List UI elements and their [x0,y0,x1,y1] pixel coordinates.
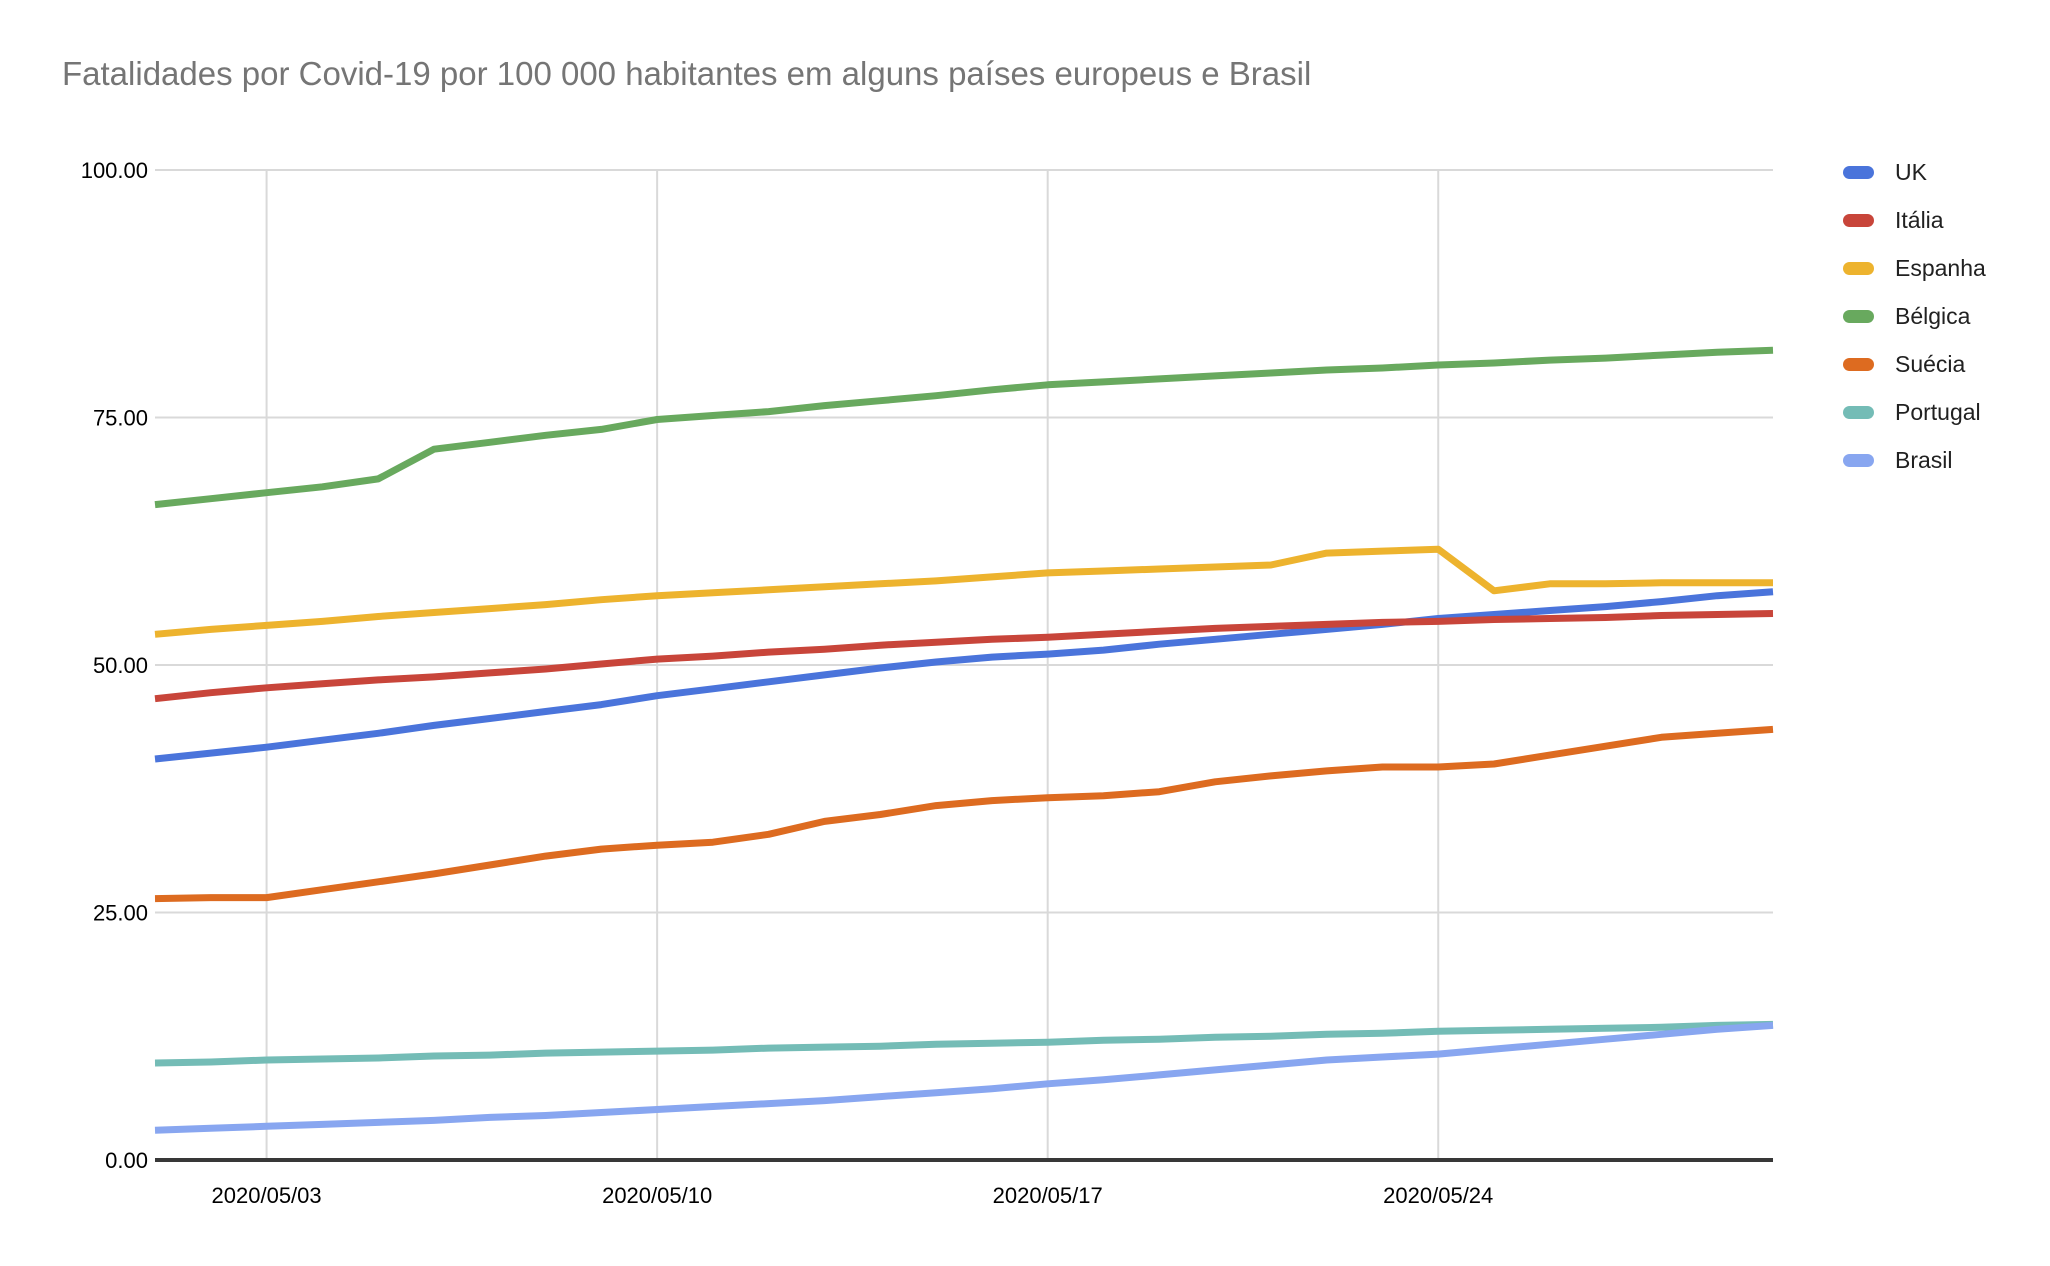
legend-label-italia: Itália [1895,206,1944,233]
legend-swatch-italia [1843,213,1874,227]
legend-item-suecia: Suécia [1843,350,1986,377]
legend-label-espanha: Espanha [1895,254,1986,281]
y-tick-label: 100.00 [81,158,148,183]
y-tick-label: 50.00 [93,653,148,678]
series-line-italia [154,610,1774,703]
y-tick-label: 75.00 [93,406,148,431]
legend-swatch-suecia [1843,357,1874,371]
series-line-portugal [154,1020,1774,1067]
legend-item-portugal: Portugal [1843,398,1986,425]
legend: UK Itália Espanha Bélgica Suécia Portuga… [1843,158,1986,473]
legend-label-belgica: Bélgica [1895,302,1971,329]
x-tick-label: 2020/05/10 [602,1183,712,1208]
legend-label-brasil: Brasil [1895,446,1953,473]
series-line-uk [154,588,1774,763]
chart-title: Fatalidades por Covid-19 por 100 000 hab… [62,55,1312,92]
x-tick-label: 2020/05/24 [1383,1183,1493,1208]
legend-item-belgica: Bélgica [1843,302,1986,329]
series-line-espanha [154,545,1773,638]
legend-label-suecia: Suécia [1895,350,1966,377]
x-tick-label: 2020/05/17 [993,1183,1103,1208]
legend-item-espanha: Espanha [1843,254,1986,281]
series-line-suecia [154,725,1774,903]
legend-item-brasil: Brasil [1843,446,1986,473]
legend-swatch-belgica [1843,309,1874,323]
series-line-belgica [154,346,1774,509]
y-tick-label: 25.00 [93,901,148,926]
legend-label-uk: UK [1895,158,1927,185]
legend-swatch-brasil [1843,453,1874,467]
legend-item-uk: UK [1843,158,1986,185]
x-tick-label: 2020/05/03 [212,1183,322,1208]
legend-swatch-espanha [1843,261,1874,275]
legend-item-italia: Itália [1843,206,1986,233]
series-line-brasil [154,1021,1774,1134]
legend-swatch-portugal [1843,405,1874,419]
legend-swatch-uk [1843,165,1874,179]
legend-label-portugal: Portugal [1895,398,1981,425]
y-tick-label: 0.00 [105,1148,148,1173]
